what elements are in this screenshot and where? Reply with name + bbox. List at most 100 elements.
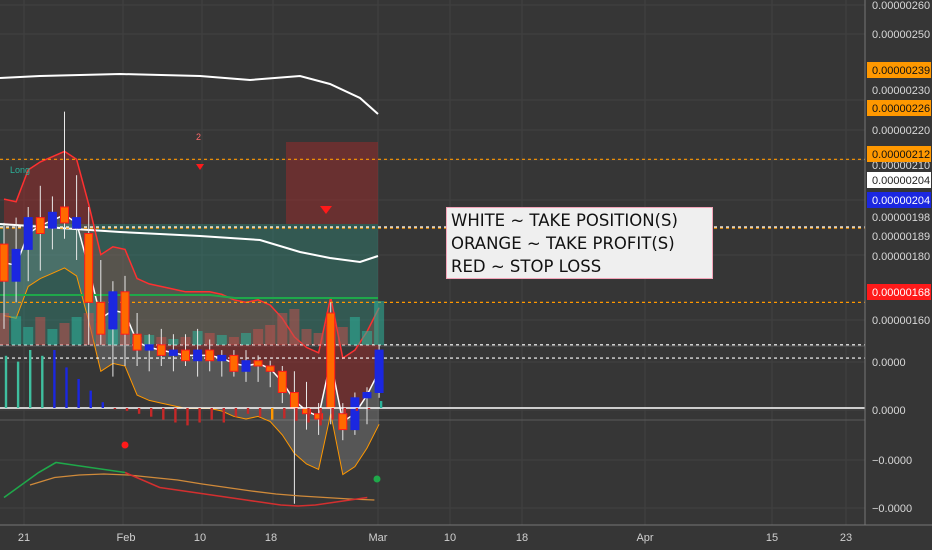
time-tick-label: Apr	[636, 532, 653, 544]
oscillator-bar	[137, 408, 141, 414]
red-zone	[286, 142, 378, 224]
volume-bar	[0, 313, 9, 345]
candle-body	[156, 344, 166, 356]
price-tick-label: 0.00000230	[872, 85, 930, 97]
momentum-pane	[3, 441, 381, 507]
time-tick-label: 23	[840, 532, 852, 544]
oscillator-bar	[210, 408, 213, 420]
oscillator-bar	[319, 408, 322, 426]
oscillator-bar	[234, 408, 238, 417]
time-scale-bg	[0, 525, 932, 550]
candle-body	[120, 291, 130, 335]
oscillator-bar	[4, 355, 8, 408]
time-scale[interactable]: 21 Feb 10 18 Mar 10 18 Apr 15 23	[0, 524, 932, 550]
volume-bar	[301, 329, 312, 345]
candle-body	[350, 397, 360, 431]
momentum-cross-red	[121, 441, 129, 449]
oscillator-bar	[198, 408, 201, 423]
oscillator-tick-label: 0.0000	[872, 357, 906, 369]
volume-bar	[59, 323, 70, 345]
price-tag-box	[867, 284, 931, 300]
candle-body	[362, 392, 372, 399]
volume-bar	[265, 325, 276, 345]
oscillator-bar	[150, 408, 153, 417]
price-scale[interactable]: 0.00000260 0.00000250 0.00000230 0.00000220…	[864, 0, 932, 550]
momentum-fast-line-green	[3, 461, 126, 499]
price-tick-label: 0.00000160	[872, 315, 930, 327]
oscillator-bar	[355, 408, 359, 411]
oscillator-bar	[125, 408, 129, 411]
time-tick-label: 10	[194, 532, 206, 544]
oscillator-bar	[271, 408, 274, 420]
volume-bar	[277, 313, 288, 345]
volume-bar	[253, 329, 264, 345]
volume-bar	[204, 333, 215, 345]
candle-body	[205, 349, 215, 362]
price-tick-label: 0.00000220	[872, 125, 930, 137]
oscillator-bar	[16, 361, 20, 408]
oscillator-bar	[367, 408, 371, 410]
candle-body	[193, 349, 203, 362]
candle-body	[338, 413, 348, 431]
price-tick-label: 0.00000210	[872, 160, 930, 172]
price-tag-label: 0.00000212	[872, 149, 930, 161]
oscillator-bar	[162, 408, 165, 420]
candle-body	[47, 211, 57, 229]
volume-bar	[349, 317, 360, 345]
candle-body	[23, 217, 33, 250]
grid-lines	[0, 0, 932, 525]
oscillator-bar	[113, 408, 117, 410]
candle-body	[217, 354, 227, 362]
candle-body	[253, 360, 263, 367]
price-tag-box	[867, 100, 931, 116]
oscillator-bar	[53, 350, 56, 408]
outer-upper-envelope	[0, 72, 379, 115]
price-tick-label: 0.00000198	[872, 212, 930, 224]
price-tick-label: 0.00000180	[872, 251, 930, 263]
candle-body	[229, 354, 239, 372]
legend-take-position: WHITE ~ TAKE POSITION(S)	[451, 211, 678, 230]
price-tag-box	[867, 146, 931, 162]
candle-body	[108, 291, 118, 330]
volume-bar	[228, 337, 239, 345]
candle-body	[277, 370, 287, 393]
price-tag-box	[867, 172, 931, 188]
price-tag-label: 0.00000204	[872, 175, 930, 187]
oscillator-bar	[307, 408, 310, 423]
price-tag-label: 0.00000204	[872, 195, 930, 207]
oscillator-bar	[258, 408, 262, 417]
candle-body	[132, 333, 142, 351]
candle-body	[168, 349, 178, 356]
candle-body	[35, 217, 45, 235]
volume-bar	[216, 335, 227, 345]
price-tag-label: 0.00000239	[872, 65, 930, 77]
price-tick-label: 0.00000250	[872, 29, 930, 41]
volume-bar	[362, 331, 372, 345]
candle-body	[265, 365, 275, 372]
candle-body	[326, 312, 336, 409]
price-tag-box	[867, 62, 931, 78]
time-tick-label: 18	[265, 532, 277, 544]
oscillator-bar	[246, 408, 250, 414]
momentum-fast-line-red	[124, 471, 368, 507]
candle-body	[72, 217, 82, 229]
oscillator-bar	[343, 408, 346, 414]
candle-body	[11, 248, 21, 282]
time-tick-label: Mar	[369, 532, 388, 544]
volume-bar	[337, 327, 348, 345]
oscillator-tick-label: 0.0000	[872, 405, 906, 417]
oscillator-bar	[379, 401, 383, 408]
time-tick-label: 18	[516, 532, 528, 544]
outer-lower-envelope	[0, 223, 379, 264]
time-tick-label: 10	[444, 532, 456, 544]
upper-band-line	[3, 150, 380, 360]
volume-bar	[374, 301, 385, 345]
price-tag-box	[867, 192, 931, 208]
oscillator-bar	[222, 408, 225, 423]
legend-take-profit: ORANGE ~ TAKE PROFIT(S)	[451, 234, 675, 253]
price-tick-label: 0.00000260	[872, 0, 930, 12]
candle-body	[60, 206, 69, 224]
long-label: Long	[10, 165, 30, 175]
oscillator-bar	[65, 367, 68, 408]
